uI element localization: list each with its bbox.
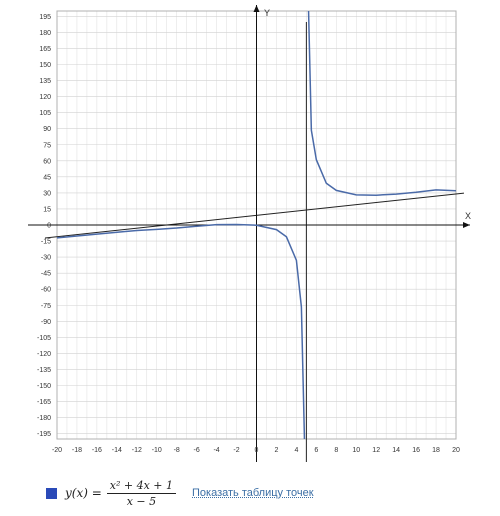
y-tick-label: -45 — [41, 271, 51, 278]
x-tick-label: 8 — [334, 447, 338, 454]
oblique-asymptote — [44, 192, 465, 239]
y-tick-label: -180 — [37, 415, 51, 422]
y-tick-label: -120 — [37, 351, 51, 358]
x-tick-label: -12 — [132, 447, 142, 454]
x-tick-label: -4 — [213, 447, 219, 454]
x-tick-label: -2 — [233, 447, 239, 454]
y-tick-label: -105 — [37, 335, 51, 342]
show-points-table-link[interactable]: Показать таблицу точек — [192, 487, 314, 499]
y-tick-label: 45 — [43, 174, 51, 181]
x-tick-labels: -20 -18 -16 -14 -12 -10 -8 -6 -4 -2 0 2 4 6 8 10 12 14 16 1… — [52, 447, 460, 454]
x-tick-label: -8 — [174, 447, 180, 454]
x-axis-label: X — [465, 211, 471, 221]
y-tick-label: -135 — [37, 367, 51, 374]
x-tick-label: 18 — [432, 447, 440, 454]
x-tick-label: -18 — [72, 447, 82, 454]
y-tick-label: 105 — [39, 110, 51, 117]
formula-fraction: x² + 4x + 1 x − 5 — [106, 479, 177, 508]
y-tick-label: -75 — [41, 303, 51, 310]
x-tick-label: -14 — [112, 447, 122, 454]
asymptotes — [44, 22, 465, 462]
x-tick-label: 4 — [294, 447, 298, 454]
x-tick-label: 10 — [352, 447, 360, 454]
y-tick-label: -195 — [37, 431, 51, 438]
formula-numerator: x² + 4x + 1 — [106, 479, 177, 494]
y-axis-arrow — [253, 5, 260, 12]
series-color-swatch — [46, 487, 57, 499]
x-tick-label: 6 — [314, 447, 318, 454]
formula-denominator: x − 5 — [126, 494, 157, 508]
function-formula: y(x) = x² + 4x + 1 x − 5 — [65, 479, 177, 508]
y-tick-label: 195 — [39, 14, 51, 21]
y-tick-label: 90 — [43, 126, 51, 133]
x-tick-label: 14 — [392, 447, 400, 454]
y-tick-label: -60 — [41, 287, 51, 294]
y-tick-label: 135 — [39, 78, 51, 85]
y-tick-label: 75 — [43, 142, 51, 149]
y-tick-label: 0 — [47, 223, 51, 230]
x-axis-arrow — [463, 222, 470, 228]
y-tick-label: 60 — [43, 158, 51, 165]
y-tick-label: 180 — [39, 30, 51, 37]
x-tick-label: -10 — [152, 447, 162, 454]
function-curve — [57, 11, 456, 439]
x-tick-label: 20 — [452, 447, 460, 454]
y-tick-label: 15 — [43, 206, 51, 213]
y-tick-label: 30 — [43, 190, 51, 197]
y-axis-label: Y — [264, 8, 270, 18]
y-tick-label: 120 — [39, 94, 51, 101]
y-tick-label: 165 — [39, 46, 51, 53]
function-curve-branch-2 — [307, 11, 456, 196]
y-tick-label: -150 — [37, 383, 51, 390]
y-tick-label: -15 — [41, 239, 51, 246]
x-tick-label: 12 — [372, 447, 380, 454]
function-plot: -20 -18 -16 -14 -12 -10 -8 -6 -4 -2 0 2 4 6 8 10 12 14 16 1… — [28, 5, 471, 462]
axes — [28, 5, 470, 462]
y-tick-label: -165 — [37, 399, 51, 406]
y-tick-label: 150 — [39, 62, 51, 69]
function-curve-branch-1 — [57, 223, 306, 439]
y-tick-label: -90 — [41, 319, 51, 326]
x-tick-label: 16 — [412, 447, 420, 454]
formula-lhs: y(x) = — [65, 486, 102, 500]
x-tick-label: -6 — [194, 447, 200, 454]
x-tick-label: -20 — [52, 447, 62, 454]
x-tick-label: 0 — [255, 447, 259, 454]
x-tick-label: -16 — [92, 447, 102, 454]
legend: y(x) = x² + 4x + 1 x − 5 Показать таблиц… — [46, 478, 314, 508]
x-tick-label: 2 — [274, 447, 278, 454]
y-tick-labels: 1951801651501351201059075604530150-15-30… — [37, 14, 51, 438]
y-tick-label: -30 — [41, 255, 51, 262]
